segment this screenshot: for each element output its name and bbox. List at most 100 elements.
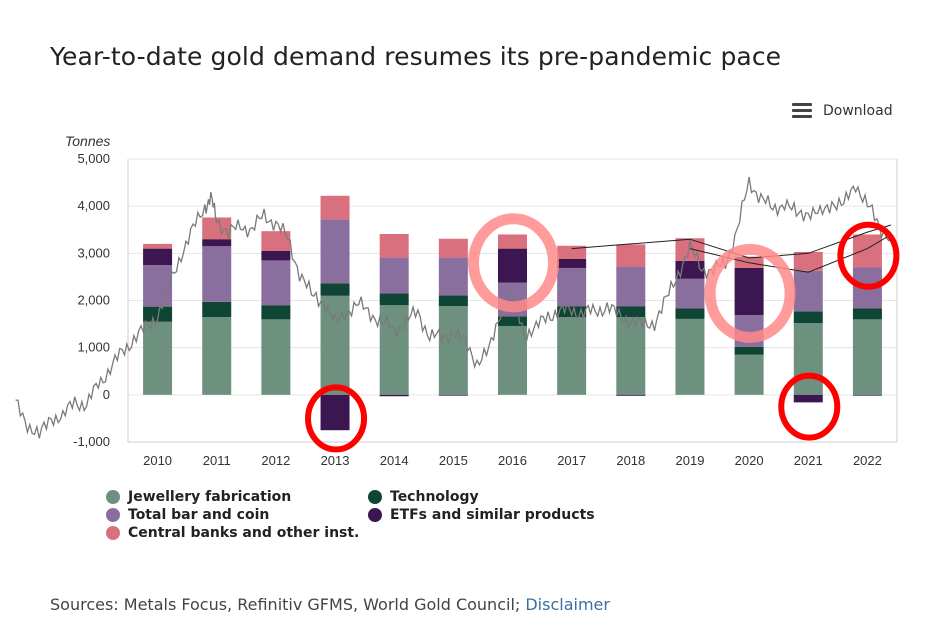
bar-segment-technology bbox=[261, 305, 291, 320]
x-tick-label: 2020 bbox=[735, 453, 764, 468]
bar-segment-central_banks bbox=[379, 233, 409, 258]
stacked-bars bbox=[143, 195, 882, 431]
bar-segment-jewellery bbox=[557, 317, 587, 395]
price-line bbox=[15, 176, 892, 439]
bar-segment-etfs bbox=[202, 239, 232, 247]
bar-segment-bar_coin bbox=[261, 260, 291, 306]
bar-segment-technology bbox=[143, 306, 173, 322]
x-tick-label: 2017 bbox=[557, 453, 586, 468]
bar-segment-jewellery bbox=[379, 305, 409, 395]
bar-segment-bar_coin bbox=[557, 267, 587, 307]
bar-segment-technology bbox=[852, 308, 882, 320]
y-tick-label: 1,000 bbox=[77, 340, 110, 355]
bar-segment-central_banks bbox=[793, 251, 823, 271]
hamburger-menu-icon bbox=[792, 103, 812, 119]
annotation-circle bbox=[305, 384, 368, 453]
bar-segment-jewellery bbox=[438, 306, 468, 395]
bar-segment-etfs bbox=[616, 394, 646, 396]
y-tick-labels: -1,000 0 1,000 2,000 3,000 4,000 5,000 bbox=[73, 151, 110, 449]
bar-segment-technology bbox=[379, 293, 409, 306]
bar-segment-technology bbox=[320, 283, 350, 296]
bar-segment-central_banks bbox=[320, 195, 350, 220]
bar-segment-etfs bbox=[793, 394, 823, 403]
bar-segment-etfs bbox=[320, 394, 350, 431]
legend-label-technology: Technology bbox=[390, 489, 479, 505]
bar-segment-jewellery bbox=[498, 325, 527, 395]
legend-item-technology[interactable]: Technology bbox=[368, 489, 479, 505]
x-tick-label: 2013 bbox=[321, 453, 350, 468]
download-button[interactable]: Download bbox=[792, 103, 893, 119]
bar-segment-technology bbox=[675, 308, 705, 319]
download-label: Download bbox=[823, 103, 893, 119]
bar-segment-technology bbox=[734, 346, 764, 355]
legend-label-jewellery: Jewellery fabrication bbox=[128, 489, 292, 505]
bar-segment-technology bbox=[793, 311, 823, 324]
bar-segment-central_banks bbox=[143, 243, 173, 249]
bar-segment-technology bbox=[498, 316, 527, 326]
bar-segment-bar_coin bbox=[320, 219, 350, 284]
bar-segment-jewellery bbox=[852, 319, 882, 395]
bar-segment-central_banks bbox=[202, 217, 232, 240]
legend-item-central-banks[interactable]: Central banks and other inst. bbox=[106, 525, 359, 541]
annotation-circles bbox=[305, 213, 900, 453]
legend-swatch-bar-coin bbox=[106, 508, 120, 522]
y-axis-label: Tonnes bbox=[65, 133, 110, 149]
legend-item-bar-coin[interactable]: Total bar and coin bbox=[106, 507, 269, 523]
x-tick-label: 2014 bbox=[380, 453, 409, 468]
bar-segment-central_banks bbox=[498, 234, 527, 249]
bar-segment-bar_coin bbox=[675, 278, 705, 309]
x-tick-label: 2019 bbox=[676, 453, 705, 468]
bar-segment-etfs bbox=[379, 394, 409, 397]
annotation-circle bbox=[704, 243, 796, 343]
sources-text: Sources: Metals Focus, Refinitiv GFMS, W… bbox=[50, 595, 526, 614]
annotation-circle bbox=[778, 372, 841, 441]
bar-segment-jewellery bbox=[675, 318, 705, 395]
x-tick-label: 2021 bbox=[794, 453, 823, 468]
bar-segment-jewellery bbox=[616, 317, 646, 395]
bar-segment-central_banks bbox=[852, 234, 882, 268]
bar-segment-jewellery bbox=[261, 319, 291, 395]
legend-item-jewellery[interactable]: Jewellery fabrication bbox=[106, 489, 291, 505]
x-tick-label: 2012 bbox=[261, 453, 290, 468]
x-tick-label: 2010 bbox=[143, 453, 172, 468]
legend-item-etfs[interactable]: ETFs and similar products bbox=[368, 507, 595, 523]
bar-segment-etfs bbox=[734, 267, 764, 316]
bar-segment-bar_coin bbox=[438, 257, 468, 296]
bar-segment-technology bbox=[438, 295, 468, 307]
legend-swatch-jewellery bbox=[106, 490, 120, 504]
y-tick-label: -1,000 bbox=[73, 434, 110, 449]
bar-segment-bar_coin bbox=[616, 267, 646, 307]
bar-segment-jewellery bbox=[793, 323, 823, 395]
x-tick-label: 2015 bbox=[439, 453, 468, 468]
y-tick-label: 5,000 bbox=[77, 151, 110, 166]
bar-segment-etfs bbox=[852, 394, 882, 396]
bar-segment-technology bbox=[202, 301, 232, 318]
bar-segment-etfs bbox=[557, 258, 587, 268]
sources-note: Sources: Metals Focus, Refinitiv GFMS, W… bbox=[50, 595, 610, 614]
annotation-circle bbox=[468, 213, 559, 313]
annotation-circle bbox=[837, 221, 900, 290]
chart-title: Year-to-date gold demand resumes its pre… bbox=[50, 42, 782, 71]
bar-segment-jewellery bbox=[143, 321, 173, 395]
disclaimer-link[interactable]: Disclaimer bbox=[525, 595, 610, 614]
x-tick-label: 2011 bbox=[203, 453, 231, 468]
bar-segment-bar_coin bbox=[379, 257, 409, 294]
legend-label-bar-coin: Total bar and coin bbox=[128, 507, 270, 523]
y-tick-label: 2,000 bbox=[77, 293, 110, 308]
legend-swatch-central-banks bbox=[106, 526, 120, 540]
legend-label-etfs: ETFs and similar products bbox=[390, 507, 595, 523]
legend-swatch-etfs bbox=[368, 508, 382, 522]
bar-segment-etfs bbox=[498, 248, 527, 283]
bar-segment-jewellery bbox=[734, 354, 764, 395]
x-tick-label: 2016 bbox=[498, 453, 527, 468]
bar-segment-etfs bbox=[261, 250, 291, 261]
bar-segment-central_banks bbox=[616, 244, 646, 268]
x-tick-label: 2022 bbox=[853, 453, 882, 468]
bar-segment-jewellery bbox=[202, 317, 232, 395]
legend-swatch-technology bbox=[368, 490, 382, 504]
bar-segment-central_banks bbox=[557, 245, 587, 259]
x-tick-label: 2018 bbox=[616, 453, 645, 468]
bar-segment-technology bbox=[557, 306, 587, 318]
legend-label-central-banks: Central banks and other inst. bbox=[128, 525, 360, 541]
